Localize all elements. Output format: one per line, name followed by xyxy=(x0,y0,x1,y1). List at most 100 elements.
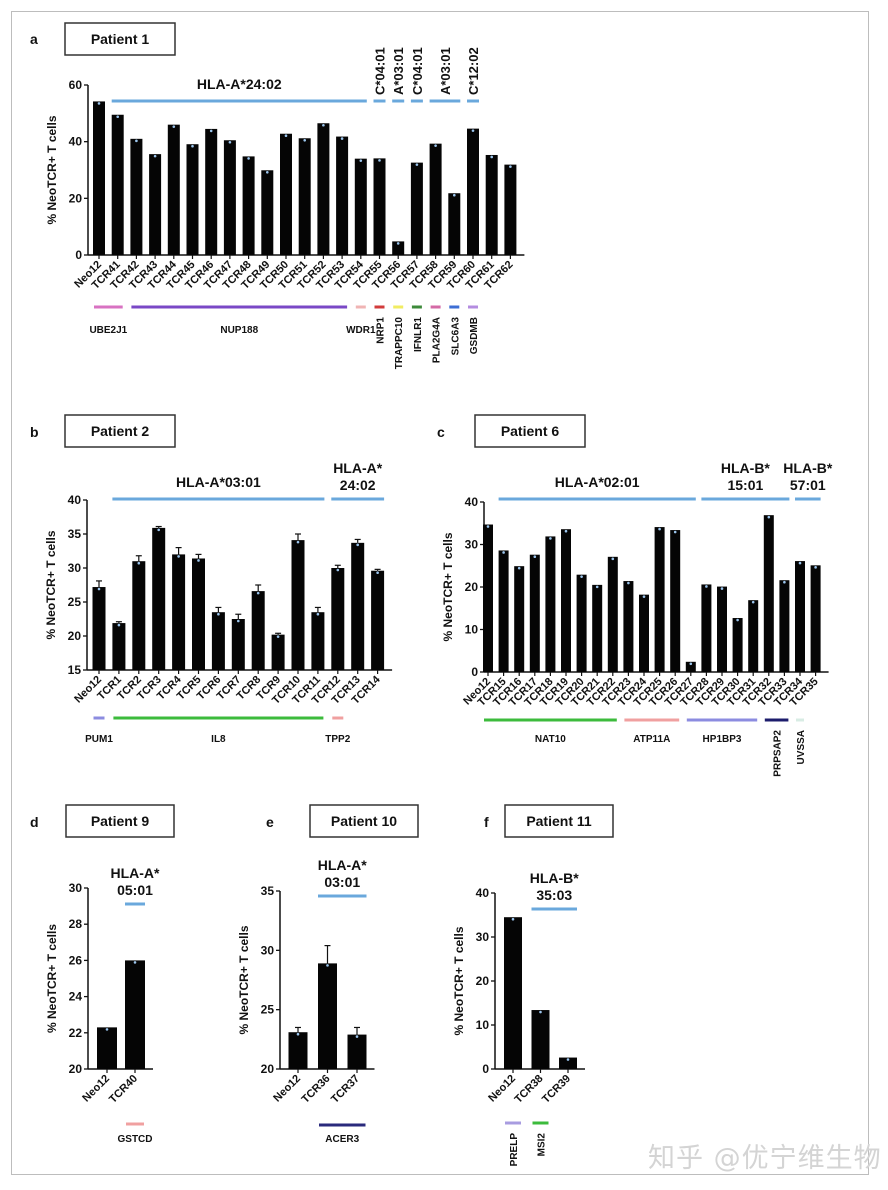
data-point xyxy=(336,568,340,572)
data-point xyxy=(611,557,615,561)
data-point xyxy=(135,139,138,143)
gene-label: TPP2 xyxy=(325,734,350,745)
gene-label: TRAPPC10 xyxy=(394,317,405,370)
y-tick-label: 0 xyxy=(471,665,478,679)
data-point xyxy=(814,566,817,569)
data-point xyxy=(720,587,724,590)
bar-TCR7 xyxy=(231,619,245,670)
panel-title: Patient 6 xyxy=(501,423,560,439)
y-tick-label: 25 xyxy=(68,595,82,609)
gene-label: PRPSAP2 xyxy=(773,730,784,777)
bar-TCR56 xyxy=(392,241,405,255)
data-point xyxy=(705,585,708,588)
bar-TCR12 xyxy=(331,568,345,670)
data-point xyxy=(316,612,320,616)
gene-label: NUP188 xyxy=(220,325,258,336)
bar-TCR3 xyxy=(152,527,166,670)
data-point xyxy=(117,623,121,627)
hla-group-label: A*03:01 xyxy=(438,47,453,95)
y-axis-label: % NeoTCR+ T cells xyxy=(45,924,59,1033)
data-point xyxy=(378,159,381,162)
data-point xyxy=(564,529,568,533)
data-point xyxy=(783,580,786,584)
data-point xyxy=(627,581,630,585)
bar-TCR30 xyxy=(732,618,743,672)
bar-TCR45 xyxy=(186,144,199,255)
y-axis-label: % NeoTCR+ T cells xyxy=(237,925,251,1034)
data-point xyxy=(509,165,512,168)
bar-TCR29 xyxy=(717,586,727,672)
bar-TCR36 xyxy=(318,963,337,1069)
x-tick-label: TCR39 xyxy=(540,1073,573,1106)
gene-label: IL8 xyxy=(211,734,226,745)
panel-title-box xyxy=(309,804,419,838)
bar-TCR16 xyxy=(514,566,525,672)
hla-group-label: HLA-A* xyxy=(333,460,383,476)
data-point xyxy=(322,123,325,127)
bar-TCR20 xyxy=(576,574,587,672)
y-axis-label: % NeoTCR+ T cells xyxy=(441,532,455,641)
bar-TCR9 xyxy=(271,634,285,670)
gene-label: PLA2G4A xyxy=(432,317,443,363)
bar-TCR27 xyxy=(685,661,696,672)
hla-group-label: HLA-A*02:01 xyxy=(555,474,640,490)
bar-TCR14 xyxy=(371,570,385,670)
y-tick-label: 20 xyxy=(465,580,479,594)
data-point xyxy=(228,140,232,144)
data-point xyxy=(549,537,552,540)
bar-TCR62 xyxy=(504,164,517,255)
hla-group-label: HLA-B* xyxy=(721,460,771,476)
bar-TCR18 xyxy=(545,536,556,672)
data-point xyxy=(266,170,269,174)
panel-title: Patient 10 xyxy=(331,813,397,829)
hla-group-label: HLA-A* xyxy=(111,865,161,881)
bar-TCR25 xyxy=(654,527,665,672)
y-tick-label: 10 xyxy=(476,1018,490,1032)
data-point xyxy=(751,600,755,604)
data-point xyxy=(355,1035,359,1038)
bar-TCR47 xyxy=(223,140,236,255)
y-tick-label: 26 xyxy=(69,953,83,967)
y-tick-label: 10 xyxy=(465,623,479,637)
data-point xyxy=(415,163,419,166)
data-point xyxy=(453,193,456,197)
panel-letter-b: b xyxy=(30,424,39,440)
data-point xyxy=(566,1058,570,1061)
bar-TCR50 xyxy=(280,133,292,255)
y-tick-label: 30 xyxy=(261,943,275,957)
data-point xyxy=(490,155,494,159)
data-point xyxy=(359,159,363,162)
bar-TCR40 xyxy=(125,960,145,1069)
y-tick-label: 60 xyxy=(69,78,83,92)
y-tick-label: 20 xyxy=(69,1062,83,1076)
bar-TCR15 xyxy=(498,550,509,672)
bar-TCR23 xyxy=(623,581,634,672)
hla-group-label: HLA-A*24:02 xyxy=(197,76,282,92)
bar-TCR59 xyxy=(448,193,461,255)
data-point xyxy=(105,1028,109,1031)
panel-letter-f: f xyxy=(484,814,489,830)
data-point xyxy=(486,525,490,528)
data-point xyxy=(284,134,288,138)
hla-group-label: C*04:01 xyxy=(410,47,425,95)
bar-TCR55 xyxy=(373,158,386,255)
y-tick-label: 0 xyxy=(482,1062,489,1076)
data-point xyxy=(434,144,437,147)
gene-label: ACER3 xyxy=(325,1134,359,1145)
bar-TCR52 xyxy=(317,123,330,255)
y-tick-label: 24 xyxy=(69,990,83,1004)
bar-Neo12 xyxy=(483,524,493,672)
y-tick-label: 40 xyxy=(69,135,83,149)
bar-TCR13 xyxy=(351,542,365,670)
data-point xyxy=(97,102,101,105)
data-point xyxy=(471,129,475,132)
y-tick-label: 35 xyxy=(68,527,82,541)
bar-TCR8 xyxy=(251,591,265,670)
data-point xyxy=(296,1032,300,1036)
y-tick-label: 30 xyxy=(476,930,490,944)
data-point xyxy=(533,555,537,558)
hla-group-label: C*12:02 xyxy=(466,47,481,95)
data-point xyxy=(191,144,194,148)
data-point xyxy=(296,540,300,544)
